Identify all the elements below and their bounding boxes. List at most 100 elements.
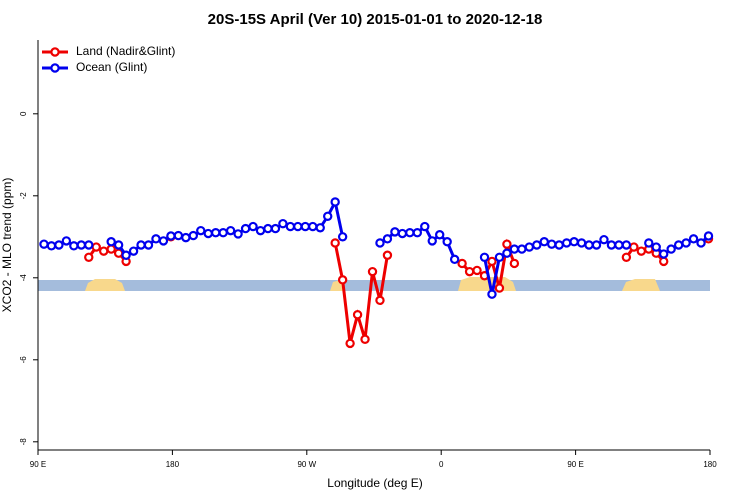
data-point	[591, 240, 602, 250]
data-point	[621, 240, 632, 250]
data-point	[330, 238, 340, 248]
x-tick-label: 90 W	[297, 460, 316, 469]
data-point	[240, 223, 251, 234]
data-point	[278, 218, 288, 229]
data-point	[629, 242, 639, 252]
data-point	[412, 227, 423, 238]
data-point	[196, 225, 206, 236]
data-point	[151, 234, 161, 244]
data-point	[293, 221, 303, 232]
data-point	[509, 258, 520, 269]
data-point	[606, 240, 617, 250]
data-point	[367, 266, 378, 277]
data-point	[143, 240, 154, 250]
y-tick-label: -6	[19, 356, 28, 364]
data-point	[69, 241, 79, 251]
data-point	[569, 237, 579, 247]
chart-title: 20S-15S April (Ver 10) 2015-01-01 to 202…	[208, 11, 543, 28]
data-point	[76, 240, 87, 250]
data-point	[494, 283, 505, 293]
data-point	[659, 256, 669, 267]
data-point	[218, 227, 228, 238]
legend-label: Ocean (Glint)	[76, 60, 147, 74]
data-point	[285, 221, 296, 232]
data-point	[99, 246, 109, 256]
data-point	[382, 234, 393, 244]
data-point	[517, 244, 527, 254]
data-point	[681, 238, 691, 248]
data-point	[263, 223, 273, 234]
data-point	[673, 240, 684, 250]
data-point	[375, 238, 385, 248]
y-tick-label: -8	[19, 438, 28, 446]
x-tick-label: 0	[439, 460, 444, 469]
data-point	[614, 240, 624, 250]
data-point	[382, 250, 393, 260]
data-point	[113, 240, 124, 250]
y-tick-label: -4	[19, 274, 28, 282]
y-tick-label: 0	[19, 111, 28, 116]
x-tick-label: 90 E	[30, 460, 46, 469]
data-point	[636, 246, 647, 256]
data-point	[666, 244, 676, 254]
data-point	[300, 221, 311, 232]
data-point	[330, 197, 340, 207]
data-point	[576, 238, 587, 248]
data-point	[91, 242, 101, 252]
data-point	[472, 265, 482, 276]
data-point	[487, 256, 497, 267]
data-point	[554, 240, 564, 250]
data-point	[158, 236, 169, 246]
legend-label: Land (Nadir&Glint)	[76, 44, 175, 58]
data-point	[308, 221, 318, 232]
data-point	[524, 242, 535, 252]
data-point	[621, 252, 632, 262]
land-strip	[85, 279, 125, 291]
land-strip	[622, 279, 660, 291]
data-point	[46, 241, 57, 251]
data-point	[166, 231, 176, 241]
data-point	[54, 240, 64, 250]
data-point	[360, 334, 370, 344]
data-point	[39, 239, 49, 249]
data-point	[181, 232, 191, 243]
data-point	[255, 225, 266, 236]
data-point	[532, 240, 542, 250]
data-point	[352, 310, 363, 320]
data-point	[270, 223, 281, 234]
data-point	[449, 254, 460, 265]
data-point	[405, 227, 415, 238]
data-point	[435, 230, 445, 240]
data-point	[644, 238, 654, 248]
data-point	[659, 249, 669, 259]
data-point	[494, 252, 505, 262]
data-point	[225, 225, 236, 236]
data-point	[375, 295, 385, 306]
data-point	[703, 231, 714, 241]
data-point	[188, 230, 199, 241]
data-point	[121, 250, 131, 260]
data-point	[487, 289, 497, 299]
data-point	[427, 236, 437, 246]
y-tick-label: -2	[19, 192, 28, 200]
data-point	[84, 252, 94, 262]
data-point	[337, 275, 348, 285]
data-point	[136, 240, 146, 250]
x-tick-label: 90 E	[567, 460, 583, 469]
data-point	[323, 211, 333, 221]
data-point	[502, 248, 512, 258]
data-point	[688, 234, 699, 244]
x-axis-label: Longitude (deg E)	[327, 476, 422, 490]
data-point	[248, 221, 258, 232]
data-point	[539, 237, 549, 247]
data-point	[696, 238, 706, 248]
data-point	[345, 338, 355, 349]
data-point	[203, 228, 213, 239]
data-point	[106, 237, 116, 247]
x-tick-label: 180	[703, 460, 717, 469]
data-point	[61, 236, 72, 246]
data-point	[84, 240, 94, 250]
data-point	[106, 244, 116, 254]
